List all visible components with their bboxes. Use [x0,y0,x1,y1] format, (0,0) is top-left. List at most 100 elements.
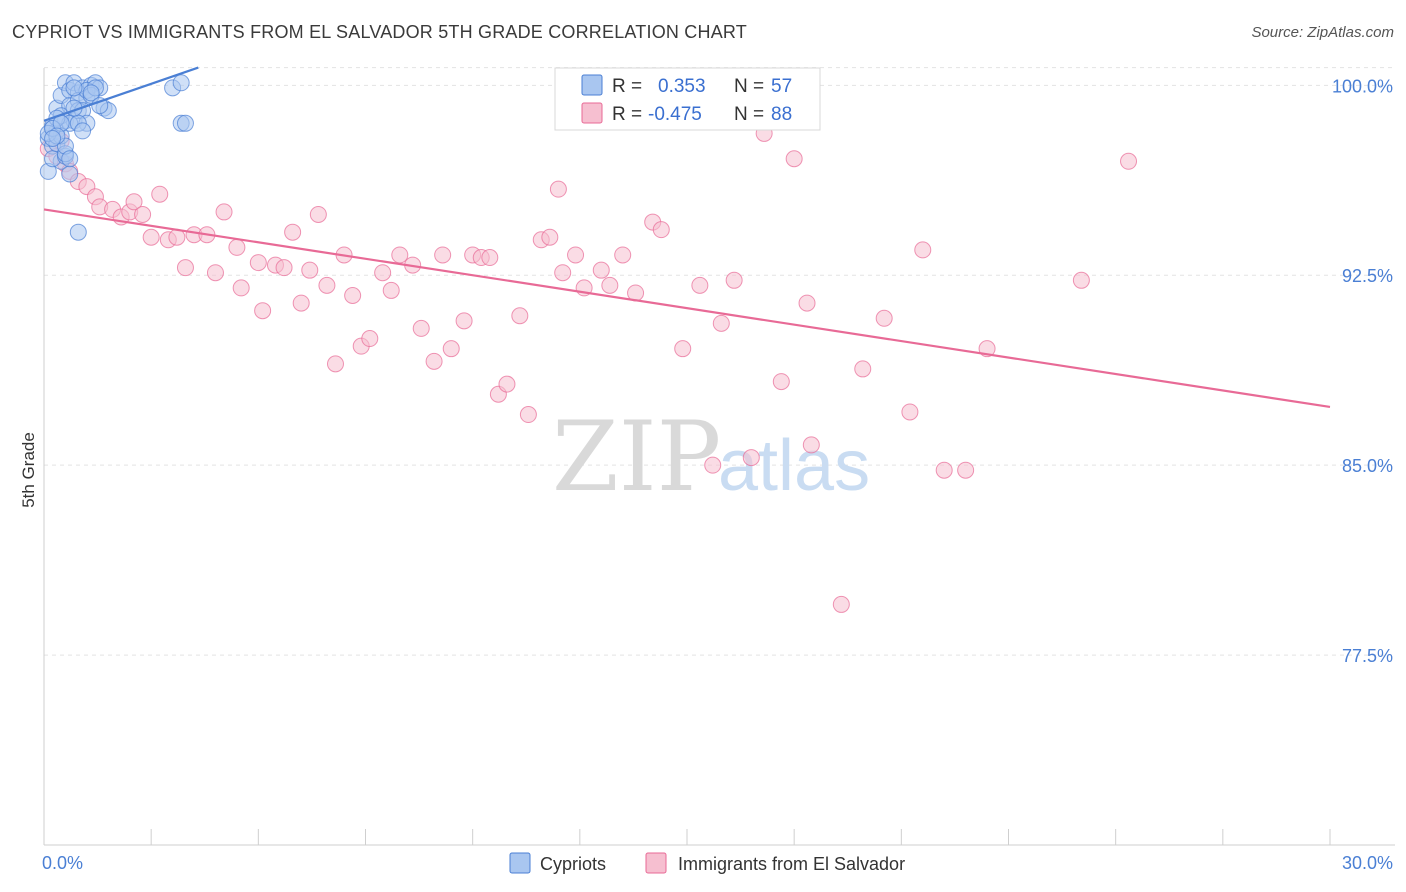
legend-swatch-cypriots [581,74,603,96]
point-cypriots [74,122,92,140]
point-el-salvador [541,228,559,246]
legend-r-value-2: -0.475 [648,104,702,125]
point-el-salvador [1072,271,1090,289]
source-credit: Source: ZipAtlas.com [1251,24,1394,41]
point-el-salvador [832,595,850,613]
point-el-salvador [134,205,152,223]
point-cypriots [172,74,190,92]
point-el-salvador [785,150,803,168]
point-el-salvador [601,276,619,294]
point-cypriots [69,223,87,241]
point-el-salvador [434,246,452,264]
point-el-salvador [326,355,344,373]
point-el-salvador [361,330,379,348]
point-el-salvador [425,352,443,370]
point-el-salvador [935,461,953,479]
point-el-salvador [206,264,224,282]
point-el-salvador [275,259,293,277]
legend-n-label-2: N = [734,104,764,125]
point-el-salvador [772,373,790,391]
point-el-salvador [309,205,327,223]
legend-n-value-1: 57 [771,76,792,97]
point-el-salvador [215,203,233,221]
point-el-salvador [519,406,537,424]
point-el-salvador [125,193,143,211]
bottom-legend-swatch-cypriots [509,852,531,874]
point-el-salvador [344,287,362,304]
point-el-salvador [725,271,743,289]
point-el-salvador [498,375,516,393]
point-el-salvador [549,180,567,198]
trend-line-cypriots [43,66,199,122]
point-el-salvador [374,264,392,282]
watermark-zip: ZIP [552,401,721,513]
y-tick-labels: 100.0% 92.5% 85.0% 77.5% [1332,76,1393,666]
point-el-salvador [674,340,692,358]
point-el-salvador [712,314,730,332]
point-el-salvador [301,261,319,279]
point-el-salvador [957,461,975,479]
legend-r-value-1: 0.353 [658,76,706,97]
bottom-legend-swatch-el-salvador [645,852,667,874]
point-el-salvador [284,223,302,241]
point-el-salvador [249,254,267,272]
point-cypriots [82,84,100,102]
x-tick-label: 0.0% [42,853,83,873]
y-tick-label: 77.5% [1342,646,1393,666]
point-el-salvador [176,259,194,277]
point-cypriots [61,165,79,183]
point-el-salvador [914,241,932,259]
point-el-salvador [802,436,820,454]
point-el-salvador [554,264,572,282]
watermark-atlas: atlas [718,426,870,506]
point-cypriots [65,79,83,97]
axes [43,68,1395,846]
point-el-salvador [511,307,529,325]
point-el-salvador [412,319,430,337]
x-tick-label: 30.0% [1342,853,1393,873]
point-cypriots [176,114,194,132]
y-axis-label: 5th Grade [19,432,38,508]
point-el-salvador [254,302,272,320]
point-el-salvador [228,238,246,256]
watermark: ZIP atlas [552,401,870,513]
point-cypriots [91,97,109,115]
point-el-salvador [652,221,670,239]
point-el-salvador [455,312,473,330]
series-cypriots [39,74,194,241]
point-el-salvador [798,294,816,312]
grid-lines [44,67,1395,656]
point-el-salvador [442,340,460,358]
point-el-salvador [382,281,400,299]
point-el-salvador [391,246,409,264]
legend-swatch-el-salvador [581,102,603,124]
point-el-salvador [854,360,872,378]
bottom-legend-label-cypriots: Cypriots [540,854,606,874]
legend-n-value-2: 88 [771,104,792,125]
trend-lines [43,66,1331,409]
x-tick-labels: 0.0% 30.0% [42,853,1393,873]
point-el-salvador [1120,152,1138,170]
legend-r-label-2: R = [612,104,642,125]
point-el-salvador [875,309,893,327]
y-tick-label: 92.5% [1342,266,1393,286]
trend-line-el-salvador [43,208,1331,409]
point-el-salvador [742,449,760,467]
point-el-salvador [292,294,310,312]
point-el-salvador [481,249,499,267]
point-el-salvador [232,279,250,297]
point-el-salvador [142,228,160,246]
legend-r-label-1: R = [612,76,642,97]
point-el-salvador [691,276,709,294]
point-el-salvador [318,276,336,294]
point-el-salvador [567,246,585,264]
bottom-legend: Cypriots Immigrants from El Salvador [509,852,905,874]
legend-box: R = 0.353 N = 57 R = -0.475 N = 88 [554,67,821,131]
point-el-salvador [901,403,919,421]
chart-title: CYPRIOT VS IMMIGRANTS FROM EL SALVADOR 5… [12,22,747,42]
point-el-salvador [592,261,610,279]
y-tick-label: 85.0% [1342,456,1393,476]
point-el-salvador [704,456,722,474]
point-cypriots [44,130,62,147]
